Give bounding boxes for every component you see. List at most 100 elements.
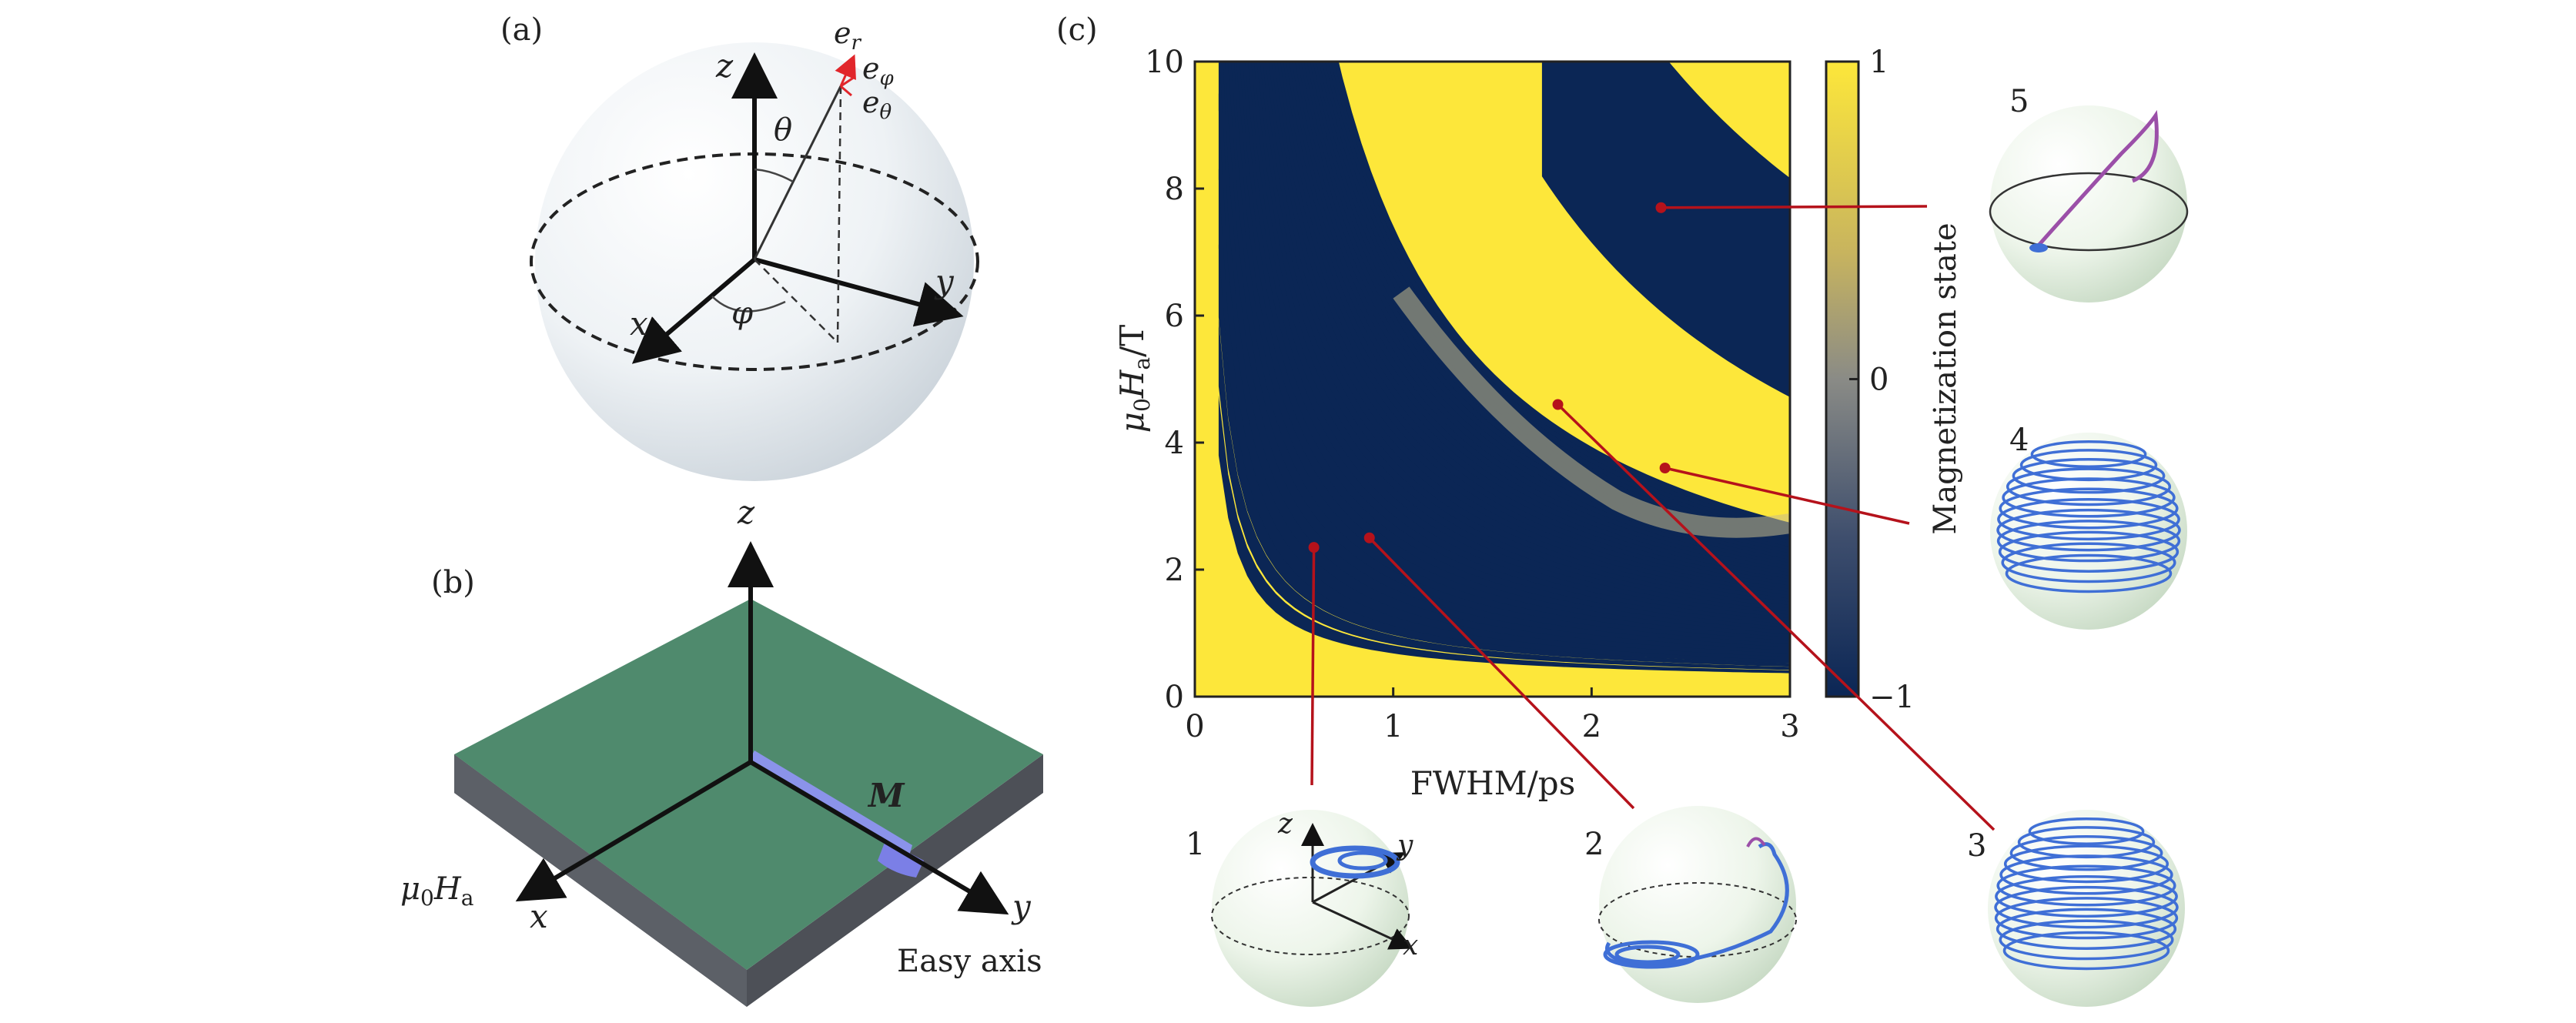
inset-5-end-point xyxy=(2029,243,2048,252)
theta-arc xyxy=(754,168,794,183)
panel-b: (b) z x y μ0Ha M Easy axis xyxy=(400,493,1043,1007)
marker-point-1 xyxy=(1308,542,1320,553)
etheta-label: eθ xyxy=(862,85,892,124)
y-tick-label: 4 xyxy=(1165,426,1184,461)
inset4-rings-ring xyxy=(2005,553,2173,593)
heatmap-dark-region xyxy=(1541,62,1790,397)
inset-2-number: 2 xyxy=(1584,827,1604,862)
inset-1-x-axis xyxy=(1312,901,1413,950)
inset3-rings-ring xyxy=(1996,908,2177,950)
x-axis-b xyxy=(515,760,752,902)
inset3-rings-ring xyxy=(2002,931,2170,971)
x-axis-title: FWHM/ps xyxy=(1410,764,1576,802)
heatmap-transition-ridge xyxy=(1393,286,1790,538)
marker-leader-lines xyxy=(1308,202,1996,831)
inset4-rings-ring xyxy=(2030,440,2147,468)
inset4-rings-ring xyxy=(1999,487,2179,530)
y-axis-b xyxy=(749,760,1009,915)
inset-4-number: 4 xyxy=(2009,423,2029,458)
y-axis-a xyxy=(754,257,964,327)
marker-point-3 xyxy=(1552,399,1564,410)
inset-1-y-label: y xyxy=(1396,830,1413,861)
magnetization-arrowhead xyxy=(878,841,924,878)
inset-2-trajectory xyxy=(1605,842,1789,966)
panel-a: (a) z x y θ φ er eφ eθ xyxy=(500,12,979,481)
marker-point-2 xyxy=(1363,532,1375,543)
y-tick-label: 6 xyxy=(1165,299,1184,334)
inset3-rings-ring xyxy=(1996,864,2176,907)
marker-point-4 xyxy=(1659,463,1671,473)
inset4-rings-ring xyxy=(1998,530,2180,573)
phi-arc xyxy=(711,296,786,313)
x-tick-label: 0 xyxy=(1185,709,1204,744)
inset-2-spiral-outer xyxy=(1603,940,1700,969)
panel-b-label: (b) xyxy=(431,565,475,600)
inset-2-start-segment xyxy=(1746,837,1766,847)
inset3-rings-ring xyxy=(1999,919,2174,961)
leader-line-5 xyxy=(1661,205,1928,209)
panel-a-label: (a) xyxy=(500,12,543,48)
inset4-rings-ring xyxy=(2001,542,2176,583)
er-arrow xyxy=(835,54,856,87)
inset3-rings-ring xyxy=(1994,897,2179,940)
ephi-label: eφ xyxy=(862,52,895,90)
heatmap-band-19 xyxy=(1256,62,1790,612)
inset-1-equator xyxy=(1211,877,1410,955)
inset4-rings-ring xyxy=(2012,457,2166,494)
inset3-rings-ring xyxy=(1999,854,2173,895)
y-tick-label: 10 xyxy=(1145,45,1184,80)
colorbar-label: Magnetization state xyxy=(1928,222,1963,534)
projection-line-a xyxy=(836,85,842,343)
inset-3-trajectory xyxy=(1994,817,2179,971)
x-tick-label: 1 xyxy=(1383,709,1403,744)
colorbar-tick-label: −1 xyxy=(1869,680,1915,715)
z-label-a: z xyxy=(715,47,734,85)
inset-4: 4 xyxy=(1990,423,2187,630)
inset-1: 1 z y x xyxy=(1186,808,1418,1007)
z-label-b: z xyxy=(737,493,755,531)
inset-1-x-label: x xyxy=(1403,930,1418,961)
film-side-left xyxy=(454,754,747,1007)
inset4-rings-ring xyxy=(1997,498,2180,541)
y-label-b: y xyxy=(1011,888,1032,925)
x-axis-a xyxy=(631,257,756,364)
y-tick-label: 8 xyxy=(1165,172,1184,207)
heatmap-plot-area xyxy=(1195,62,1790,697)
field-label-b: μ0Ha xyxy=(400,871,473,911)
inset-5-sphere xyxy=(1990,105,2187,303)
y-tick-label: 2 xyxy=(1165,553,1184,588)
colorbar-tick-label: 0 xyxy=(1869,363,1889,398)
heatmap-band-44 xyxy=(1331,62,1790,531)
inset3-rings-ring xyxy=(2028,817,2145,845)
magnetization-label: M xyxy=(867,777,905,814)
heatmap-axes: 0 1 2 3 0 2 4 6 8 10 xyxy=(1145,45,1800,744)
inset3-rings-ring xyxy=(2009,834,2163,871)
heatmap-band-45 xyxy=(1334,62,1790,527)
inset3-rings-ring xyxy=(1994,885,2179,929)
panel-c-label: (c) xyxy=(1056,12,1098,48)
inset-2-sphere xyxy=(1599,806,1796,1003)
inset-5: 5 xyxy=(1989,84,2189,303)
heatmap-frame xyxy=(1193,60,1791,698)
theta-label: θ xyxy=(774,112,792,148)
inset-1-trajectory-inner xyxy=(1337,851,1388,871)
inset-1-sphere xyxy=(1212,810,1409,1007)
phi-label: φ xyxy=(731,296,753,331)
colorbar-ticks: 1 0 −1 xyxy=(1849,45,1915,715)
film-top xyxy=(454,599,1043,970)
leader-line-4 xyxy=(1664,466,1910,525)
inset-1-z-label: z xyxy=(1277,808,1293,840)
y-axis-title: μ0Ha/T xyxy=(1113,325,1155,433)
inset-1-number: 1 xyxy=(1186,827,1205,862)
x-label-b: x xyxy=(530,898,548,935)
projection-base-a xyxy=(754,259,838,343)
heatmap-band-18 xyxy=(1253,62,1790,615)
x-label-a: x xyxy=(630,305,648,343)
inset3-rings-ring xyxy=(2003,844,2170,884)
leader-line-1 xyxy=(1310,547,1316,786)
y-label-a: y xyxy=(934,262,955,300)
x-tick-label: 2 xyxy=(1582,709,1601,744)
inset-1-trajectory xyxy=(1310,845,1400,879)
